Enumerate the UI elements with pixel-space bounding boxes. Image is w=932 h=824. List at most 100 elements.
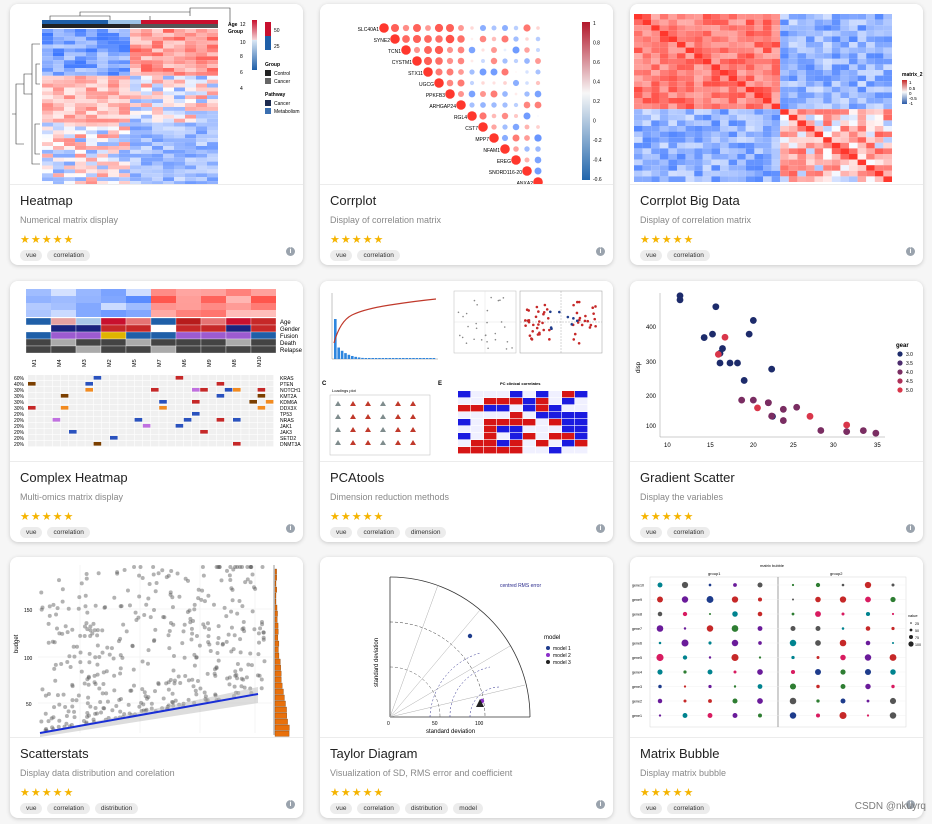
bigdata-cell (685, 142, 695, 149)
tag[interactable]: correlation (357, 527, 400, 538)
bigdata-cell (780, 70, 789, 76)
scatter-point (230, 587, 235, 592)
value-tick-10: 10 (240, 40, 246, 46)
bigdata-cell (702, 75, 712, 82)
heatmap-cell (152, 165, 163, 170)
bigdata-cell (780, 42, 789, 48)
heatmap-cell (196, 79, 207, 84)
bigdata-cell (866, 176, 875, 182)
scatter-point (152, 689, 157, 694)
info-icon[interactable]: i (596, 247, 605, 256)
tag[interactable]: model (453, 803, 483, 814)
heatmap-cell (119, 126, 130, 131)
info-icon[interactable]: i (906, 247, 915, 256)
heatmap-cell (64, 71, 75, 76)
heatmap-cell (185, 40, 196, 45)
tag[interactable]: dimension (404, 527, 447, 538)
tag[interactable]: correlation (357, 250, 400, 261)
card-taylor-diagram[interactable]: standard deviation standard deviation 0 … (320, 557, 613, 818)
annotation-cell (175, 345, 202, 354)
legend-item: model 3 (553, 660, 571, 666)
bigdata-cell (745, 154, 755, 160)
heatmap-cell (119, 79, 130, 84)
bubble (731, 625, 739, 632)
annotation-cell (25, 338, 52, 347)
biplot-point (538, 331, 541, 335)
tag[interactable]: vue (20, 250, 43, 261)
card-gradient-scatter[interactable]: disp 400 300 200 100 10 15 20 25 30 35 g… (630, 281, 923, 542)
bubble (790, 669, 796, 675)
legend-title: gear (896, 343, 909, 349)
scatter-point (255, 673, 260, 678)
card-corrplot[interactable]: SLC40A1 SYNE2 TCN1 CYSTM1 STX11 UGCG PPKFB3 ARH… (320, 4, 613, 265)
bigdata-cell (806, 126, 815, 132)
scree-bar (422, 358, 425, 359)
bigdata-cell (840, 19, 849, 26)
info-icon[interactable]: i (906, 800, 915, 809)
complex-top-cell (201, 303, 226, 310)
pair-point (467, 325, 469, 328)
corr-circle (503, 48, 507, 52)
card-scatterstats[interactable]: budget 150 100 50 Scatterstats Display d… (10, 557, 303, 818)
rating-stars: ★★★★★ (330, 511, 385, 523)
tag[interactable]: vue (330, 803, 353, 814)
scatter-point (102, 605, 107, 610)
scatter-point (55, 606, 60, 611)
bubble (681, 581, 689, 589)
tag[interactable]: vue (330, 250, 353, 261)
card-heatmap[interactable]: Age Group 12 10 8 6 4 50 25 Group (10, 4, 303, 265)
oncoprint-cell (36, 429, 44, 435)
heatmap-cell (53, 126, 64, 131)
tag[interactable]: correlation (47, 527, 90, 538)
oncoprint-mutation (28, 382, 36, 386)
bigdata-cell (780, 64, 789, 70)
oncoprint-cell (28, 393, 36, 399)
tag[interactable]: vue (640, 803, 663, 814)
tag[interactable]: vue (640, 250, 663, 261)
tag[interactable]: correlation (667, 803, 710, 814)
card-complex-heatmap[interactable]: Age Gender Fusion Death Relapse M1 M4 M3 M2 M5 M7 M… (10, 281, 303, 542)
bigdata-cell (694, 98, 703, 104)
bigdata-cell (763, 137, 772, 143)
age-annotation-cell (152, 20, 163, 24)
bigdata-cell (874, 86, 884, 93)
bigdata-cell (651, 148, 660, 154)
heatmap-cell (185, 169, 196, 174)
card-description: Visualization of SD, RMS error and coeff… (330, 768, 513, 778)
card-matrix-bubble[interactable]: matrix bubble group1 group2 gene10 gene9 g… (630, 557, 923, 818)
bigdata-cell (806, 14, 815, 20)
heatmap-cell (196, 161, 207, 166)
tag[interactable]: vue (20, 527, 43, 538)
tag[interactable]: distribution (94, 803, 139, 814)
tag[interactable]: correlation (47, 803, 90, 814)
info-icon[interactable]: i (906, 524, 915, 533)
bigdata-cell (668, 170, 677, 177)
heatmap-cell (108, 36, 119, 41)
bigdata-cell (659, 137, 669, 143)
tag[interactable]: distribution (404, 803, 449, 814)
card-corrplot-big-data[interactable]: matrix_2 1 0.5 0 -0.5 -1 Corrplot Big Da… (630, 4, 923, 265)
info-icon[interactable]: i (286, 247, 295, 256)
oncoprint-cell (224, 411, 233, 417)
bigdata-cell (711, 137, 720, 143)
bigdata-cell (831, 30, 841, 37)
bubble-title: matrix bubble (760, 563, 785, 568)
tag[interactable]: vue (640, 527, 663, 538)
tag[interactable]: vue (330, 527, 353, 538)
heatmap-cell (119, 83, 130, 88)
scatter-point (128, 688, 133, 693)
info-icon[interactable]: i (596, 524, 605, 533)
tag[interactable]: correlation (47, 250, 90, 261)
scatter-point (78, 660, 83, 665)
info-icon[interactable]: i (286, 800, 295, 809)
card-pcatools[interactable]: C Loadings plot E PC clinical correlates… (320, 281, 613, 542)
tag[interactable]: correlation (667, 527, 710, 538)
info-icon[interactable]: i (596, 800, 605, 809)
tag[interactable]: correlation (357, 803, 400, 814)
tag[interactable]: vue (20, 803, 43, 814)
scatter-point (67, 654, 72, 659)
heatmap-cell (130, 56, 141, 61)
info-icon[interactable]: i (286, 524, 295, 533)
tag[interactable]: correlation (667, 250, 710, 261)
